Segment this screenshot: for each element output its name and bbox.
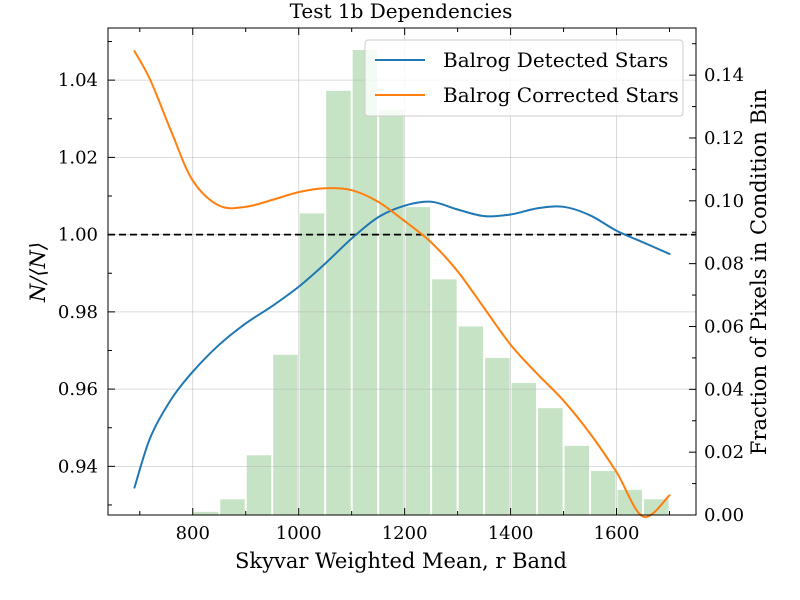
legend-box (364, 39, 684, 117)
x-tick-label: 1400 (488, 523, 534, 544)
histogram-bar (405, 207, 431, 515)
y2-axis-label: Fraction of Pixels in Condition Bin (747, 89, 771, 455)
histogram-bar (273, 354, 298, 515)
histogram-bar (485, 357, 510, 515)
histogram-bar (299, 213, 325, 515)
histogram-bar (538, 408, 563, 515)
x-tick-label: 1000 (276, 523, 322, 544)
x-tick-label: 1200 (382, 523, 428, 544)
histogram-bar (564, 445, 590, 515)
histogram-bar (432, 279, 457, 515)
histogram-bar (379, 109, 404, 516)
legend: Balrog Detected Stars Balrog Corrected S… (364, 39, 684, 117)
x-tick-label: 800 (176, 523, 210, 544)
y2-tick-label: 0.06 (704, 316, 744, 337)
chart-title: Test 1b Dependencies (290, 0, 513, 23)
y-tick-label: 1.02 (58, 147, 98, 168)
y2-tick-label: 0.12 (704, 128, 744, 149)
histogram-bar (591, 471, 616, 515)
x-tick-label: 1600 (594, 523, 640, 544)
y2-tick-label: 0.00 (704, 505, 744, 526)
plot-frame (107, 27, 697, 516)
y2-tick-label: 0.14 (704, 65, 744, 86)
y-tick-label: 0.98 (58, 302, 98, 323)
histogram-bar (246, 455, 272, 515)
histogram-bar (352, 49, 378, 515)
y2-tick-label: 0.10 (704, 191, 744, 212)
y-tick-label: 0.96 (58, 379, 98, 400)
axes: 800 1000 1200 1400 1600 0.94 0.96 0.98 1.00 1.02 1… (58, 27, 744, 544)
y-axis-label: N/⟨N⟩ (26, 242, 50, 303)
series-lines (133, 50, 671, 518)
y2-tick-label: 0.04 (704, 379, 744, 400)
y-tick-label: 1.04 (58, 70, 98, 91)
y-tick-label: 0.94 (58, 456, 98, 477)
y2-tick-label: 0.08 (704, 254, 744, 275)
y2-tick-label: 0.02 (704, 442, 744, 463)
histogram-bar (326, 90, 351, 515)
histogram-bar (511, 383, 537, 515)
histogram-bar (193, 511, 219, 515)
histogram (193, 49, 669, 516)
histogram-bar (220, 499, 245, 515)
histogram-bar (458, 326, 484, 515)
legend-label-corrected: Balrog Corrected Stars (443, 83, 679, 107)
legend-label-detected: Balrog Detected Stars (443, 48, 668, 72)
x-axis-label: Skyvar Weighted Mean, r Band (235, 549, 567, 573)
series-line-corrected (133, 50, 671, 518)
y-tick-label: 1.00 (58, 225, 98, 246)
